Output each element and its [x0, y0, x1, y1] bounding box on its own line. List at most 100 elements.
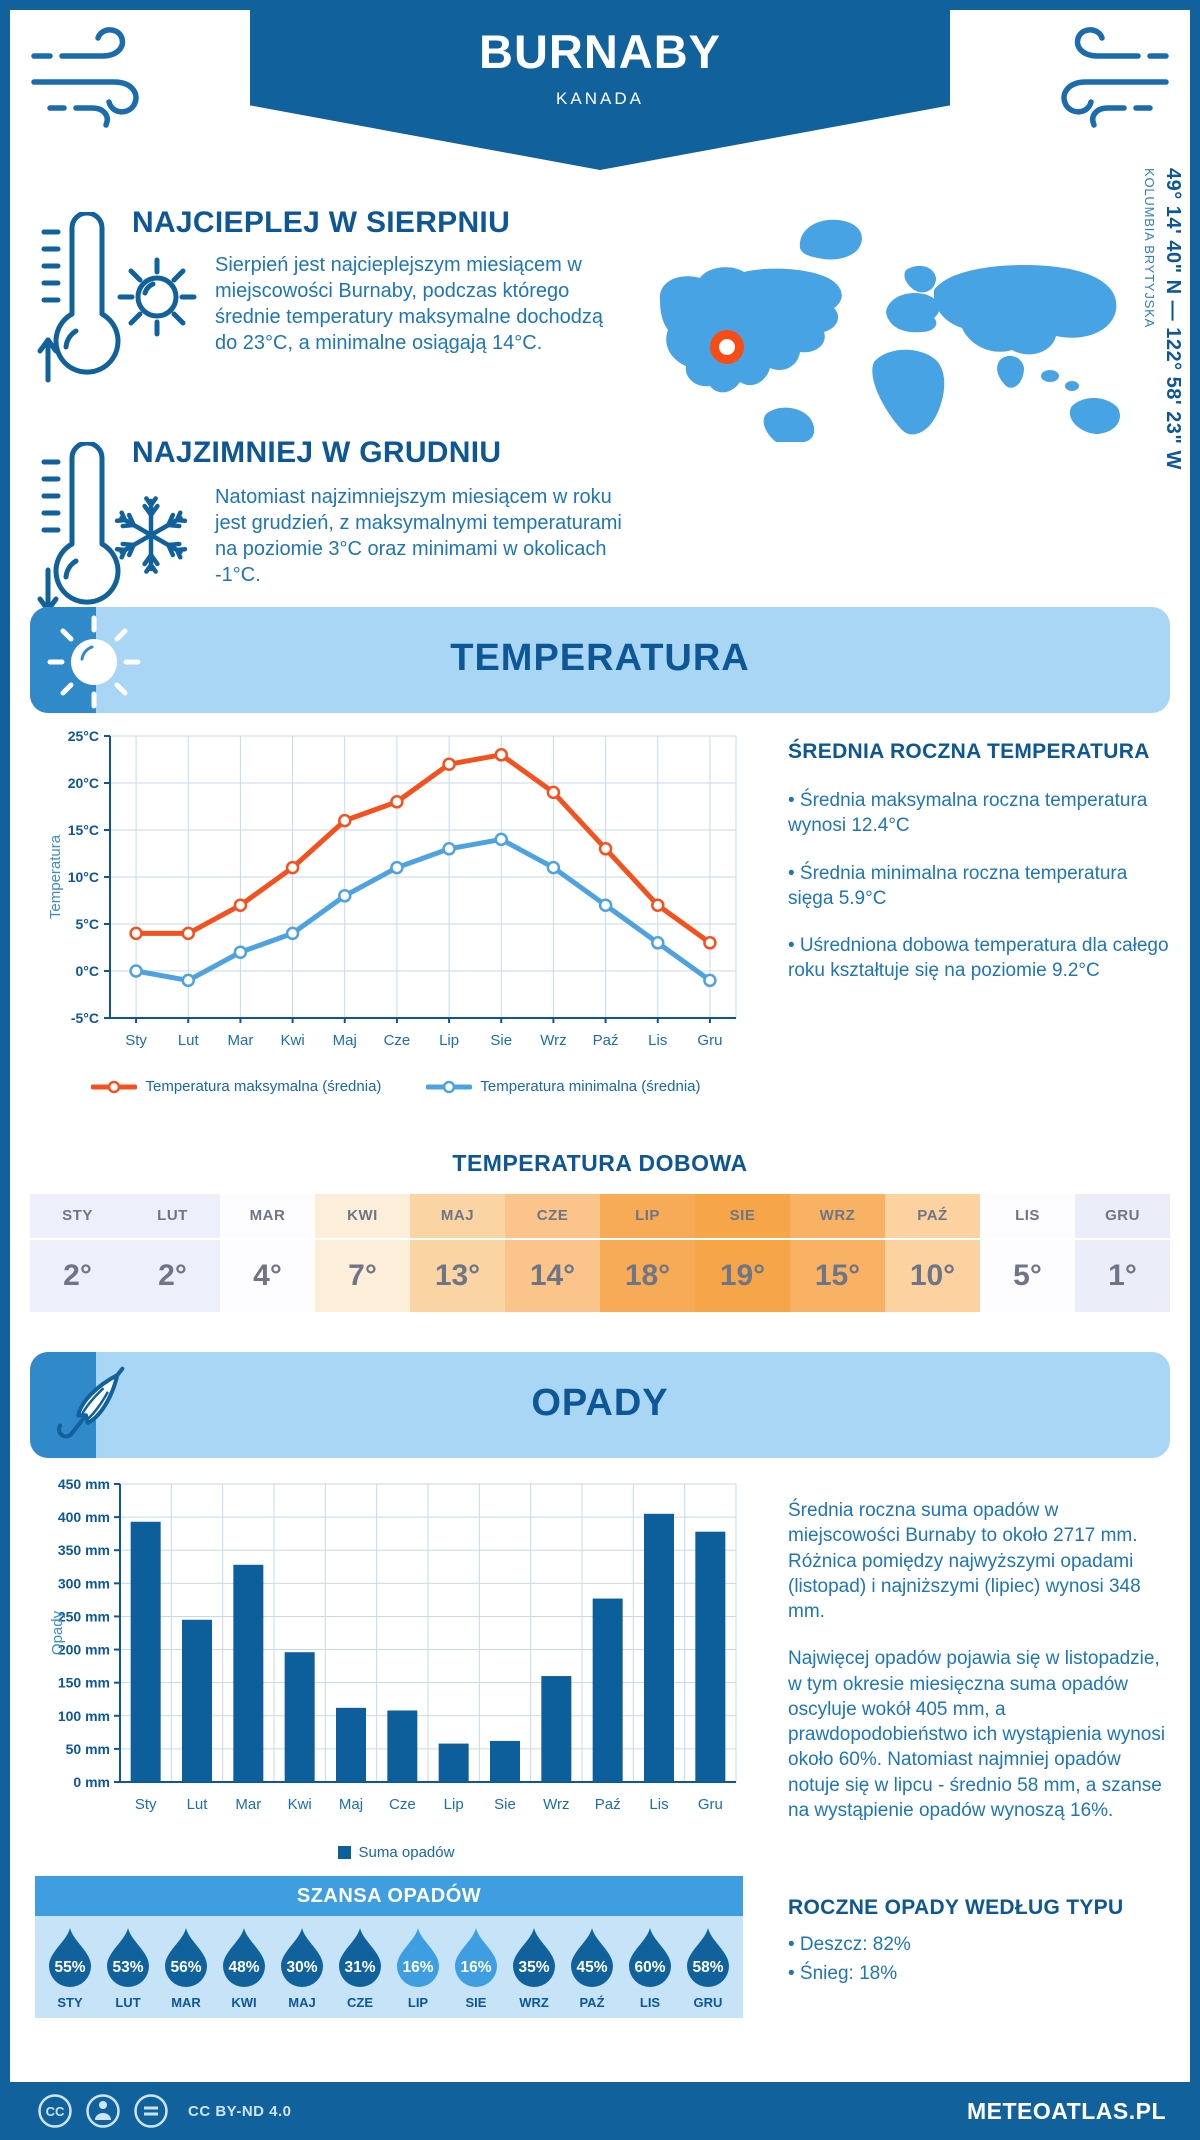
- svg-text:55%: 55%: [54, 1959, 85, 1976]
- chance-drop: 30% MAJ: [275, 1926, 329, 2010]
- svg-text:50 mm: 50 mm: [66, 1741, 110, 1757]
- svg-text:56%: 56%: [170, 1959, 201, 1976]
- chance-title: SZANSA OPADÓW: [35, 1876, 743, 1916]
- svg-text:Sie: Sie: [490, 1032, 512, 1049]
- svg-text:100 mm: 100 mm: [58, 1708, 110, 1724]
- precipitation-section-banner: OPADY: [30, 1352, 1170, 1458]
- precipitation-chart-svg: 0 mm 50 mm 100 mm 150 mm 200 mm 250 mm 300 mm 3…: [49, 1476, 737, 1813]
- legend-item: Temperatura minimalna (średnia): [426, 1078, 701, 1095]
- precipitation-text-block: Średnia roczna suma opadów w miejscowośc…: [788, 1498, 1174, 1845]
- site-name: METEOATLAS.PL: [966, 2098, 1166, 2124]
- chance-drop: 45% PAŹ: [565, 1926, 619, 2010]
- svg-text:Lut: Lut: [178, 1032, 200, 1049]
- svg-text:Paź: Paź: [595, 1796, 621, 1813]
- wind-icon: [1061, 27, 1169, 128]
- chance-drop: 60% LIS: [623, 1926, 677, 2010]
- legend-item: Temperatura maksymalna (średnia): [91, 1078, 381, 1095]
- svg-text:0 mm: 0 mm: [73, 1774, 110, 1790]
- snowflake-icon: [114, 496, 188, 574]
- svg-text:Gru: Gru: [698, 1796, 723, 1813]
- cc-by-person-icon: [86, 2094, 120, 2128]
- svg-text:Lut: Lut: [187, 1796, 209, 1813]
- city-name: BURNABY: [479, 25, 721, 78]
- svg-text:58%: 58%: [692, 1959, 723, 1976]
- svg-text:Wrz: Wrz: [543, 1796, 569, 1813]
- city-banner: BURNABY KANADA: [250, 0, 950, 170]
- svg-text:250 mm: 250 mm: [58, 1608, 110, 1624]
- svg-text:60%: 60%: [634, 1959, 665, 1976]
- legend-item: Suma opadów: [337, 1844, 454, 1861]
- svg-text:Sie: Sie: [494, 1796, 516, 1813]
- daily-cell: STY 2°: [30, 1194, 125, 1312]
- svg-text:300 mm: 300 mm: [58, 1575, 110, 1591]
- annual-bullet: • Uśredniona dobowa temperatura dla całe…: [788, 935, 1169, 982]
- svg-text:15°C: 15°C: [68, 822, 99, 838]
- warmest-title: NAJCIEPLEJ W SIERPNIU: [132, 206, 511, 239]
- warmest-text: Sierpień jest najcieplejszym miesiącem w…: [215, 254, 603, 354]
- svg-text:450 mm: 450 mm: [58, 1476, 110, 1492]
- annual-bullet: • Średnia minimalna roczna temperatura s…: [788, 862, 1128, 909]
- daily-cell: LIS 5°: [980, 1194, 1075, 1312]
- svg-text:Sty: Sty: [125, 1032, 147, 1049]
- by-type-heading: ROCZNE OPADY WEDŁUG TYPU: [788, 1896, 1124, 1919]
- svg-text:16%: 16%: [402, 1959, 433, 1976]
- svg-text:Lis: Lis: [648, 1032, 667, 1049]
- annual-temperature-block: ŚREDNIA ROCZNA TEMPERATURA • Średnia mak…: [788, 740, 1170, 1006]
- by-type-bullet: • Śnieg: 18%: [788, 1963, 898, 1985]
- svg-text:Lip: Lip: [439, 1032, 459, 1049]
- coldest-title: NAJZIMNIEJ W GRUDNIU: [132, 436, 502, 469]
- svg-text:Opady: Opady: [49, 1610, 66, 1655]
- svg-text:Maj: Maj: [339, 1796, 363, 1813]
- svg-text:0°C: 0°C: [76, 963, 100, 979]
- svg-text:53%: 53%: [112, 1959, 143, 1976]
- license-row: CC CC BY-ND 4.0: [36, 2092, 292, 2130]
- precipitation-section-title: OPADY: [531, 1382, 669, 1424]
- thermometer-down-icon: [37, 442, 121, 613]
- svg-text:-5°C: -5°C: [71, 1010, 99, 1026]
- svg-text:Paź: Paź: [593, 1032, 619, 1049]
- chance-drop: 55% STY: [43, 1926, 97, 2010]
- chance-of-precipitation-box: SZANSA OPADÓW 55% STY 53% LUT 56% MAR 48% KWI 30…: [35, 1876, 743, 2018]
- coordinates-block: 49° 14' 40" N — 122° 58' 23" W KOLUMBIA …: [1142, 168, 1184, 598]
- svg-text:31%: 31%: [344, 1959, 375, 1976]
- svg-text:5°C: 5°C: [76, 916, 100, 932]
- temperature-section-title: TEMPERATURA: [450, 637, 750, 679]
- svg-text:Cze: Cze: [384, 1032, 411, 1049]
- svg-text:CC: CC: [46, 2104, 65, 2119]
- svg-text:400 mm: 400 mm: [58, 1509, 110, 1525]
- svg-text:Mar: Mar: [235, 1796, 261, 1813]
- svg-text:Temperatura: Temperatura: [47, 834, 64, 919]
- annual-bullet: • Średnia maksymalna roczna temperatura …: [788, 790, 1148, 837]
- svg-text:35%: 35%: [518, 1959, 549, 1976]
- svg-text:Kwi: Kwi: [288, 1796, 312, 1813]
- chance-drop: 48% KWI: [217, 1926, 271, 2010]
- svg-text:Lip: Lip: [444, 1796, 464, 1813]
- annual-temperature-heading: ŚREDNIA ROCZNA TEMPERATURA: [788, 740, 1150, 763]
- country-name: KANADA: [556, 89, 644, 108]
- page-border-left: [0, 0, 10, 2140]
- svg-text:16%: 16%: [460, 1959, 491, 1976]
- footer: CC CC BY-ND 4.0 METEOATLAS.PL: [0, 2082, 1200, 2140]
- daily-cell: SIE 19°: [695, 1194, 790, 1312]
- svg-text:Lis: Lis: [649, 1796, 668, 1813]
- daily-temperature-title: TEMPERATURA DOBOWA: [452, 1150, 748, 1176]
- svg-text:20°C: 20°C: [68, 775, 99, 791]
- chance-droplets: 55% STY 53% LUT 56% MAR 48% KWI 30% MAJ 31% CZE 16% L…: [35, 1916, 743, 2018]
- svg-text:10°C: 10°C: [68, 869, 99, 885]
- svg-text:48%: 48%: [228, 1959, 259, 1976]
- svg-text:Sty: Sty: [135, 1796, 157, 1813]
- svg-text:200 mm: 200 mm: [58, 1642, 110, 1658]
- page-border-right: [1190, 0, 1200, 2140]
- daily-cell: LIP 18°: [600, 1194, 695, 1312]
- svg-text:Maj: Maj: [333, 1032, 357, 1049]
- cc-nd-icon: [134, 2094, 168, 2128]
- chance-drop: 16% SIE: [449, 1926, 503, 2010]
- chance-drop: 56% MAR: [159, 1926, 213, 2010]
- chance-drop: 35% WRZ: [507, 1926, 561, 2010]
- svg-text:30%: 30%: [286, 1959, 317, 1976]
- world-map: [659, 219, 1120, 442]
- chance-drop: 31% CZE: [333, 1926, 387, 2010]
- svg-text:25°C: 25°C: [68, 728, 99, 744]
- precipitation-paragraph: Najwięcej opadów pojawia się w listopadz…: [788, 1648, 1166, 1821]
